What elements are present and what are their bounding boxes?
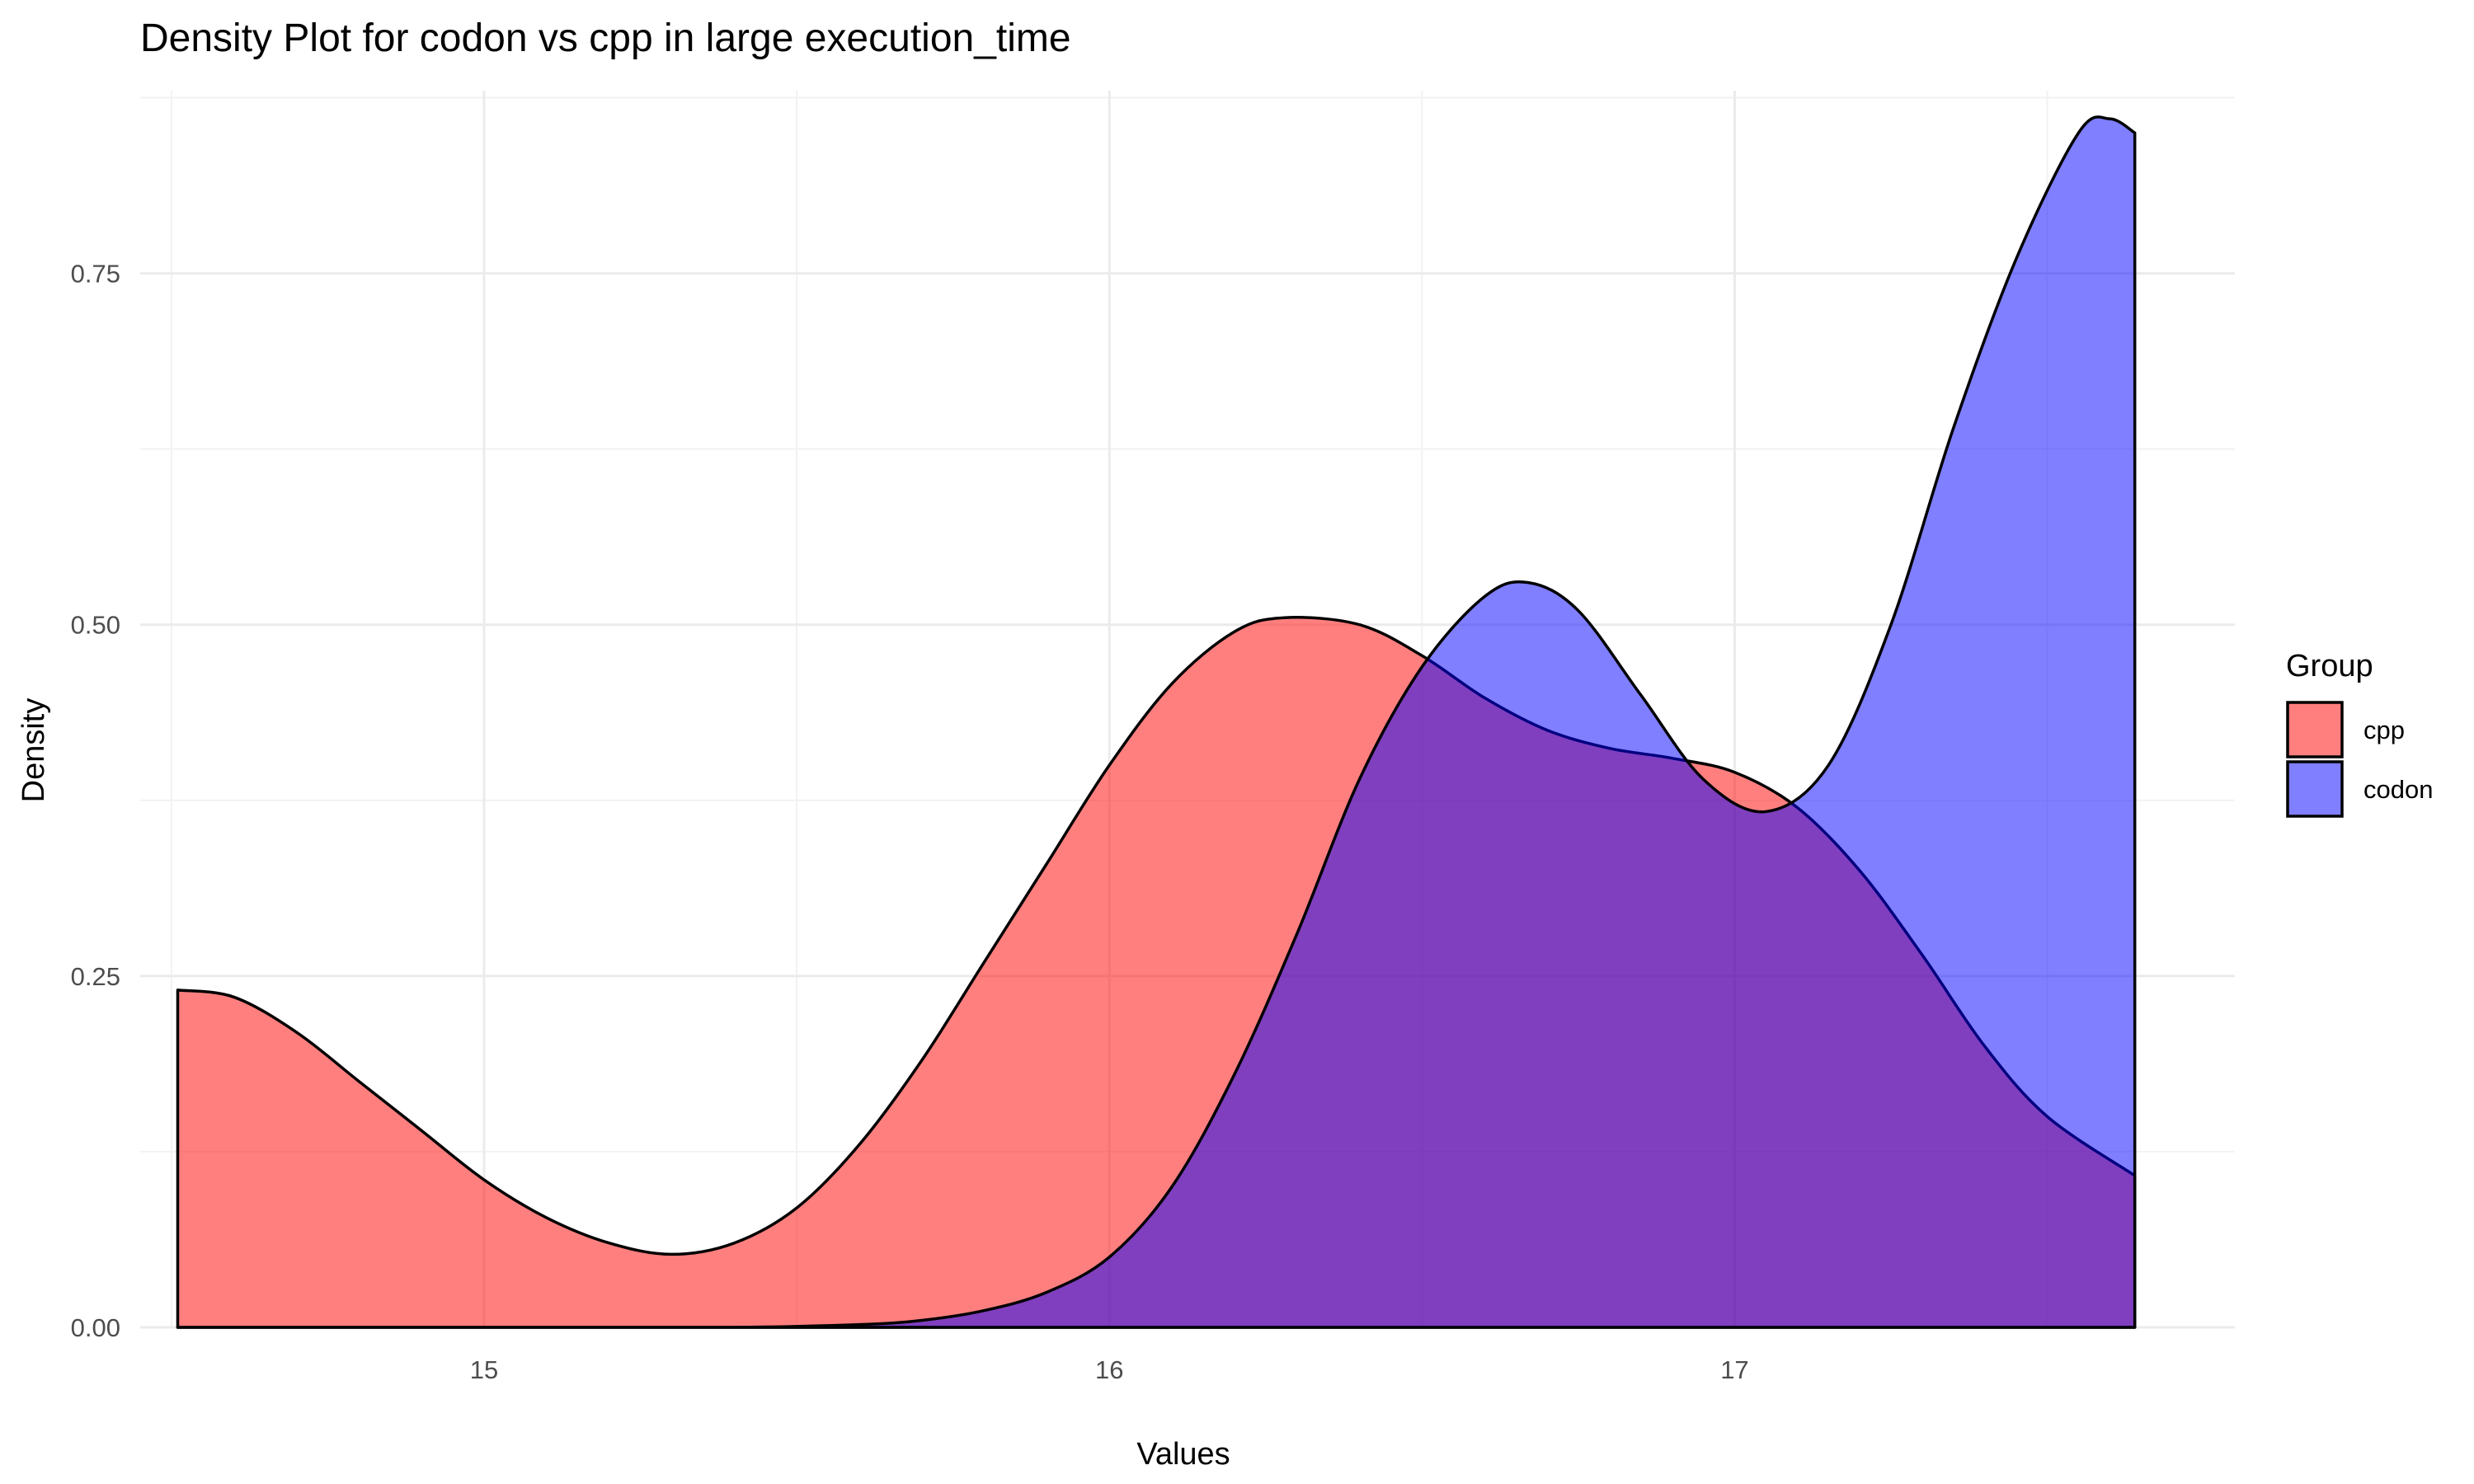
density-areas (176, 115, 2137, 1330)
x-tick-label: 17 (1720, 1355, 1748, 1384)
legend-title: Group (2286, 649, 2373, 683)
legend-label-cpp: cpp (2363, 716, 2405, 744)
y-tick-label: 0.75 (71, 260, 120, 289)
y-axis-ticks: 0.00 0.25 0.50 0.75 (71, 260, 120, 1342)
chart-title: Density Plot for codon vs cpp in large e… (140, 16, 1071, 60)
legend-swatch-cpp (2286, 701, 2344, 758)
legend-swatch-codon (2286, 760, 2344, 818)
x-axis-ticks: 15 16 17 (470, 1355, 1749, 1384)
x-axis-title: Values (1136, 1437, 1230, 1472)
y-tick-label: 0.25 (71, 962, 120, 991)
y-axis-title: Density (16, 698, 51, 803)
y-tick-label: 0.50 (71, 611, 120, 640)
x-tick-label: 15 (470, 1355, 498, 1384)
legend: Group cpp codon (2286, 649, 2433, 818)
x-tick-label: 16 (1095, 1355, 1123, 1384)
legend-entries: cpp codon (2286, 701, 2433, 818)
legend-label-codon: codon (2363, 775, 2433, 804)
density-area-codon (177, 116, 2135, 1328)
density-line-codon (176, 115, 2137, 1330)
y-tick-label: 0.00 (71, 1313, 120, 1342)
